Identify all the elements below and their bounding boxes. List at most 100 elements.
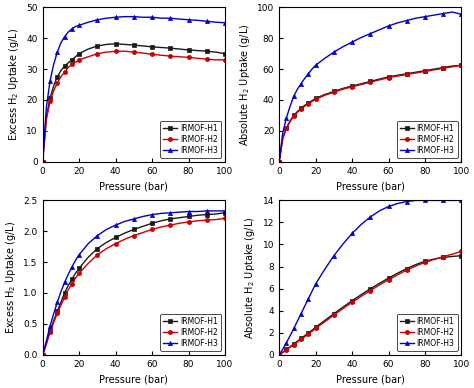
IRMOF-H2 <box>367 288 373 293</box>
IRMOF-H3 <box>186 17 191 22</box>
IRMOF-H2 <box>422 260 428 265</box>
IRMOF-H1 <box>195 213 201 218</box>
IRMOF-H2 <box>291 342 297 347</box>
IRMOF-H3 <box>140 15 146 19</box>
IRMOF-H3 <box>404 18 410 23</box>
IRMOF-H3 <box>449 10 455 14</box>
IRMOF-H3 <box>44 105 49 110</box>
Y-axis label: Absolute H$_2$ Uptake (g/L): Absolute H$_2$ Uptake (g/L) <box>243 217 257 339</box>
IRMOF-H1 <box>51 84 56 88</box>
IRMOF-H2 <box>349 85 355 89</box>
IRMOF-H1 <box>167 46 173 50</box>
IRMOF-H2 <box>62 70 67 74</box>
IRMOF-H1 <box>69 57 75 62</box>
IRMOF-H3 <box>377 28 383 32</box>
IRMOF-H2 <box>280 350 286 355</box>
IRMOF-H3 <box>459 12 465 17</box>
IRMOF-H1 <box>122 42 128 47</box>
IRMOF-H2 <box>113 241 118 246</box>
IRMOF-H2 <box>377 283 383 288</box>
IRMOF-H1 <box>158 218 164 223</box>
IRMOF-H3 <box>367 31 373 36</box>
IRMOF-H3 <box>302 304 308 308</box>
IRMOF-H2 <box>131 50 137 54</box>
IRMOF-H1 <box>55 309 60 314</box>
IRMOF-H1 <box>280 350 286 355</box>
IRMOF-H1 <box>395 271 401 275</box>
IRMOF-H1 <box>340 305 346 309</box>
IRMOF-H1 <box>431 257 437 262</box>
IRMOF-H3 <box>386 204 392 209</box>
IRMOF-H3 <box>104 227 109 232</box>
IRMOF-H3 <box>140 214 146 219</box>
IRMOF-H2 <box>149 52 155 57</box>
IRMOF-H2 <box>213 57 219 62</box>
IRMOF-H1 <box>73 54 78 59</box>
IRMOF-H1 <box>422 259 428 263</box>
IRMOF-H3 <box>73 24 78 29</box>
IRMOF-H1 <box>302 103 308 108</box>
Line: IRMOF-H1: IRMOF-H1 <box>277 254 464 357</box>
IRMOF-H1 <box>76 266 82 270</box>
IRMOF-H3 <box>65 30 71 35</box>
IRMOF-H3 <box>213 20 219 24</box>
IRMOF-H1 <box>302 333 308 338</box>
IRMOF-H1 <box>280 135 286 140</box>
IRMOF-H3 <box>431 13 437 17</box>
IRMOF-H1 <box>213 212 219 217</box>
IRMOF-H1 <box>395 73 401 78</box>
IRMOF-H1 <box>313 325 319 329</box>
IRMOF-H3 <box>306 296 311 301</box>
IRMOF-H3 <box>62 280 67 285</box>
IRMOF-H1 <box>283 347 289 352</box>
IRMOF-H1 <box>222 210 228 215</box>
X-axis label: Pressure (bar): Pressure (bar) <box>336 181 405 191</box>
IRMOF-H3 <box>395 201 401 206</box>
IRMOF-H3 <box>186 209 191 214</box>
IRMOF-H2 <box>404 268 410 272</box>
IRMOF-H1 <box>309 328 315 333</box>
IRMOF-H3 <box>404 199 410 204</box>
IRMOF-H2 <box>302 104 308 109</box>
IRMOF-H2 <box>186 55 191 60</box>
IRMOF-H1 <box>276 352 282 357</box>
IRMOF-H2 <box>158 53 164 57</box>
IRMOF-H2 <box>449 64 455 69</box>
Y-axis label: Absolute H$_2$ Uptake (g/L): Absolute H$_2$ Uptake (g/L) <box>237 23 252 146</box>
IRMOF-H1 <box>62 64 67 68</box>
IRMOF-H1 <box>222 51 228 56</box>
IRMOF-H1 <box>213 50 219 54</box>
IRMOF-H2 <box>177 54 182 59</box>
IRMOF-H2 <box>76 271 82 275</box>
IRMOF-H3 <box>331 253 337 258</box>
IRMOF-H1 <box>422 68 428 73</box>
IRMOF-H2 <box>122 237 128 242</box>
IRMOF-H3 <box>131 14 137 19</box>
IRMOF-H3 <box>122 14 128 19</box>
IRMOF-H2 <box>313 326 319 331</box>
IRMOF-H3 <box>76 253 82 257</box>
IRMOF-H2 <box>276 159 282 164</box>
IRMOF-H3 <box>309 289 315 294</box>
IRMOF-H3 <box>44 339 49 343</box>
X-axis label: Pressure (bar): Pressure (bar) <box>100 181 168 191</box>
IRMOF-H2 <box>44 118 49 122</box>
IRMOF-H3 <box>222 209 228 213</box>
IRMOF-H2 <box>340 87 346 92</box>
IRMOF-H2 <box>62 295 67 300</box>
IRMOF-H1 <box>177 215 182 220</box>
IRMOF-H1 <box>331 89 337 94</box>
IRMOF-H2 <box>204 57 210 62</box>
IRMOF-H2 <box>73 60 78 65</box>
IRMOF-H2 <box>440 66 446 71</box>
IRMOF-H2 <box>449 252 455 256</box>
IRMOF-H2 <box>94 51 100 56</box>
Legend: IRMOF-H1, IRMOF-H2, IRMOF-H3: IRMOF-H1, IRMOF-H2, IRMOF-H3 <box>397 314 458 351</box>
IRMOF-H2 <box>69 62 75 67</box>
IRMOF-H3 <box>85 20 91 24</box>
IRMOF-H3 <box>287 104 293 109</box>
IRMOF-H1 <box>131 43 137 47</box>
IRMOF-H3 <box>280 347 286 352</box>
IRMOF-H2 <box>113 49 118 54</box>
IRMOF-H2 <box>204 218 210 222</box>
